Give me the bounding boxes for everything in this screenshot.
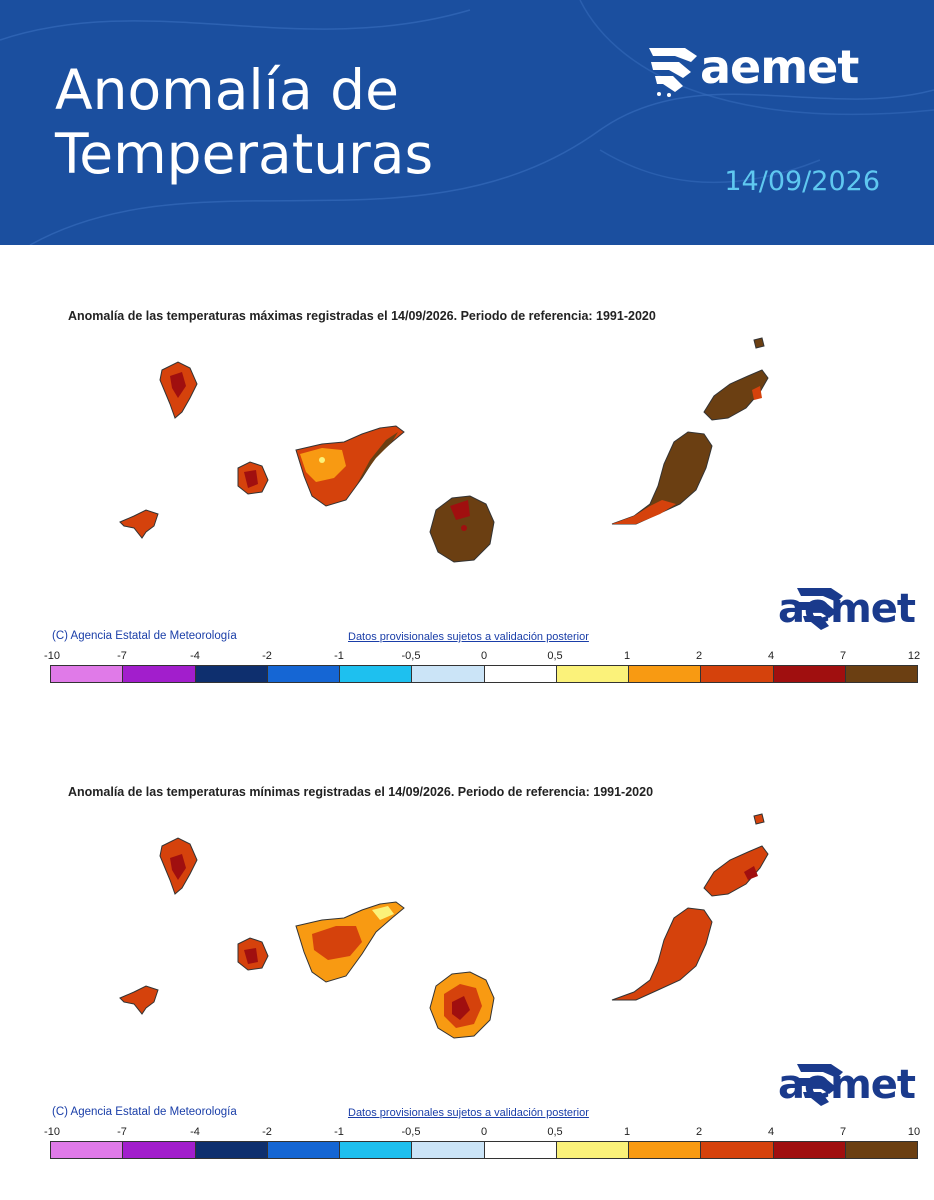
scale-segment — [51, 1142, 124, 1158]
scale-tick: 4 — [767, 650, 775, 662]
map-max-canary-islands — [119, 337, 769, 563]
provisional-data-link[interactable]: Datos provisionales sujetos a validación… — [348, 631, 589, 643]
scale-tick: -10 — [44, 650, 60, 662]
scale-segment — [123, 1142, 196, 1158]
scale-segment — [484, 666, 557, 682]
scale-tick: 1 — [623, 650, 631, 662]
copyright-text: (C) Agencia Estatal de Meteorología — [52, 1106, 237, 1118]
page-title: Anomalía de Temperaturas — [55, 58, 434, 186]
scale-segment — [556, 666, 629, 682]
color-scale-bar — [50, 1141, 918, 1159]
island-el-hierro — [119, 509, 159, 539]
copyright-text: (C) Agencia Estatal de Meteorología — [52, 630, 237, 642]
scale-segment — [340, 666, 413, 682]
scale-tick: 7 — [839, 650, 847, 662]
scale-segment — [195, 666, 268, 682]
map-max-panel: Anomalía de las temperaturas máximas reg… — [0, 300, 934, 700]
scale-tick: 12 — [907, 650, 921, 662]
scale-segment — [845, 666, 917, 682]
map-max-title: Anomalía de las temperaturas máximas reg… — [68, 309, 656, 323]
scale-segment — [701, 666, 774, 682]
scale-tick: 10 — [907, 1126, 921, 1138]
header-banner: Anomalía de Temperaturas aemet 14/09/202… — [0, 0, 934, 245]
scale-segment — [123, 666, 196, 682]
aemet-watermark-icon — [797, 1064, 843, 1106]
scale-tick: 0,5 — [547, 650, 563, 662]
scale-tick: -1 — [334, 1126, 344, 1138]
color-scale-bar — [50, 665, 918, 683]
scale-segment — [556, 1142, 629, 1158]
scale-segment — [629, 666, 702, 682]
scale-segment — [773, 1142, 846, 1158]
scale-segment — [629, 1142, 702, 1158]
provisional-data-link[interactable]: Datos provisionales sujetos a validación… — [348, 1107, 589, 1119]
scale-segment — [484, 1142, 557, 1158]
aemet-watermark-text: aemet — [778, 586, 916, 632]
scale-tick: -2 — [262, 1126, 272, 1138]
scale-ticks: -10 -7 -4 -2 -1 -0,5 0 0,5 1 2 4 7 12 — [0, 650, 934, 664]
scale-tick: -7 — [117, 1126, 127, 1138]
scale-tick: -7 — [117, 650, 127, 662]
aemet-watermark-text: aemet — [778, 1062, 916, 1108]
scale-tick: 2 — [695, 650, 703, 662]
island-lanzarote — [703, 845, 769, 897]
scale-tick: 4 — [767, 1126, 775, 1138]
scale-segment — [267, 666, 340, 682]
island-la-graciosa — [753, 813, 765, 825]
scale-segment — [340, 1142, 413, 1158]
decorative-waves — [0, 0, 934, 245]
scale-segment — [267, 1142, 340, 1158]
scale-segment — [773, 666, 846, 682]
aemet-logo-icon — [649, 48, 697, 97]
scale-segment — [195, 1142, 268, 1158]
scale-tick: 7 — [839, 1126, 847, 1138]
scale-tick: 1 — [623, 1126, 631, 1138]
scale-tick: 2 — [695, 1126, 703, 1138]
island-el-hierro — [119, 985, 159, 1015]
scale-tick: -10 — [44, 1126, 60, 1138]
aemet-watermark-icon — [797, 588, 843, 630]
aemet-logo-text: aemet — [700, 40, 859, 94]
scale-tick: -2 — [262, 650, 272, 662]
island-lanzarote — [703, 369, 769, 421]
scale-segment — [51, 666, 124, 682]
map-min-canary-islands — [119, 813, 769, 1039]
scale-tick: 0,5 — [547, 1126, 563, 1138]
scale-segment — [845, 1142, 917, 1158]
island-la-graciosa — [753, 337, 765, 349]
scale-tick: -0,5 — [401, 1126, 421, 1138]
header-date: 14/09/2026 — [724, 166, 880, 197]
scale-tick: -1 — [334, 650, 344, 662]
scale-segment — [701, 1142, 774, 1158]
scale-segment — [412, 666, 485, 682]
scale-tick: 0 — [480, 1126, 488, 1138]
scale-ticks: -10 -7 -4 -2 -1 -0,5 0 0,5 1 2 4 7 10 — [0, 1126, 934, 1140]
scale-tick: 0 — [480, 650, 488, 662]
map-min-title: Anomalía de las temperaturas mínimas reg… — [68, 785, 654, 799]
scale-segment — [412, 1142, 485, 1158]
scale-tick: -0,5 — [401, 650, 421, 662]
map-min-panel: Anomalía de las temperaturas mínimas reg… — [0, 776, 934, 1176]
scale-tick: -4 — [190, 1126, 200, 1138]
island-fuerteventura — [611, 907, 713, 1001]
scale-tick: -4 — [190, 650, 200, 662]
